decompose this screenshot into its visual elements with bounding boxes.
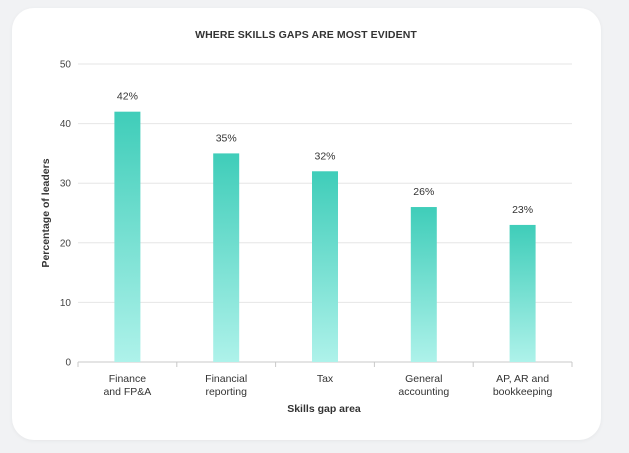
bar (114, 111, 141, 363)
chart-title: WHERE SKILLS GAPS ARE MOST EVIDENT (195, 29, 417, 41)
y-tick-label: 10 (60, 298, 72, 309)
bar (410, 207, 437, 362)
data-label: 26% (413, 186, 434, 198)
y-tick-label: 50 (60, 60, 72, 71)
chart-card (12, 8, 601, 440)
x-tick-label: bookkeeping (493, 386, 553, 398)
data-label: 23% (512, 204, 533, 216)
y-tick-label: 40 (60, 119, 72, 130)
data-label: 35% (216, 132, 237, 144)
y-tick-label: 30 (60, 179, 72, 190)
bar (509, 224, 536, 362)
x-tick-label: reporting (205, 386, 247, 398)
bar (213, 153, 240, 362)
x-tick-label: Finance (109, 373, 147, 385)
data-label: 32% (314, 150, 335, 162)
y-tick-label: 0 (65, 358, 71, 369)
x-tick-label: and FP&A (103, 386, 151, 398)
x-tick-label: Tax (317, 373, 334, 385)
y-tick-label: 20 (60, 238, 72, 249)
x-tick-label: accounting (398, 386, 449, 398)
x-tick-label: AP, AR and (496, 373, 549, 385)
x-tick-label: General (405, 373, 442, 385)
x-tick-label: Financial (205, 373, 247, 385)
y-axis-title: Percentage of leaders (40, 158, 52, 267)
bar (312, 171, 338, 362)
x-axis-title: Skills gap area (287, 403, 361, 415)
data-label: 42% (117, 91, 138, 103)
bars (114, 111, 536, 363)
